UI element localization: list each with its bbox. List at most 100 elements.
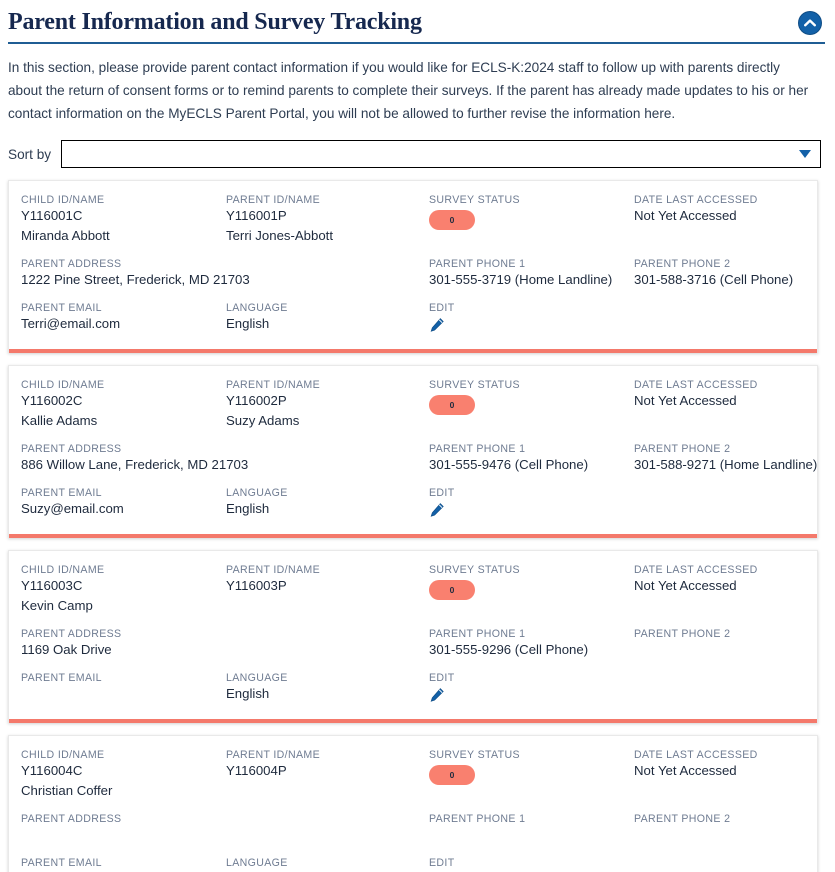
child-id-name-label: CHILD ID/NAME [21,379,105,391]
survey-status-label: SURVEY STATUS [429,379,520,391]
child-id-name-label: CHILD ID/NAME [21,749,105,761]
parent-phone-1-label: PARENT PHONE 1 [429,443,526,455]
language-field: LANGUAGE English [226,671,429,703]
card-accent-bar [9,534,817,538]
status-badge[interactable]: 0 [429,580,475,600]
parent-id-value: Y116001P [226,208,287,223]
date-last-accessed-value: Not Yet Accessed [634,208,737,223]
child-id-name-label: CHILD ID/NAME [21,194,105,206]
date-last-accessed-field: DATE LAST ACCESSED Not Yet Accessed [634,563,805,615]
parent-address-label: PARENT ADDRESS [21,813,122,825]
parent-phone-1-field: PARENT PHONE 1 [429,812,634,844]
card-row-email-language-edit: PARENT EMAIL Suzy@email.com LANGUAGE Eng… [9,486,817,518]
language-label: LANGUAGE [226,487,288,499]
card-row-address-phones: PARENT ADDRESS 886 Willow Lane, Frederic… [9,442,817,474]
card-row-identity: CHILD ID/NAME Y116004C Christian Coffer … [9,748,817,800]
parent-email-label: PARENT EMAIL [21,857,102,869]
date-last-accessed-field: DATE LAST ACCESSED Not Yet Accessed [634,193,805,245]
parent-phone-1-value: 301-555-9296 (Cell Phone) [429,642,589,657]
language-field: LANGUAGE English [226,486,429,518]
parent-phone-1-field: PARENT PHONE 1 301-555-9476 (Cell Phone) [429,442,634,474]
language-label: LANGUAGE [226,302,288,314]
parent-email-field: PARENT EMAIL Terri@email.com [21,301,226,333]
language-label: LANGUAGE [226,857,288,869]
child-name-value: Miranda Abbott [21,228,110,243]
pencil-icon[interactable] [429,317,445,333]
status-badge[interactable]: 0 [429,765,475,785]
child-id-name-field: CHILD ID/NAME Y116001C Miranda Abbott [21,193,226,245]
survey-status-label: SURVEY STATUS [429,749,520,761]
parent-phone-2-label: PARENT PHONE 2 [634,628,731,640]
child-id-name-label: CHILD ID/NAME [21,564,105,576]
date-last-accessed-value: Not Yet Accessed [634,393,737,408]
child-id-value: Y116004C [21,763,83,778]
address-spacer [226,442,429,474]
card-row-identity: CHILD ID/NAME Y116001C Miranda Abbott PA… [9,193,817,245]
parent-id-name-label: PARENT ID/NAME [226,564,320,576]
card-row-identity: CHILD ID/NAME Y116003C Kevin Camp PARENT… [9,563,817,615]
parent-phone-2-label: PARENT PHONE 2 [634,258,731,270]
parent-card: CHILD ID/NAME Y116002C Kallie Adams PARE… [8,365,818,538]
child-id-value: Y116001C [21,208,83,223]
parent-email-label: PARENT EMAIL [21,487,102,499]
parent-card: CHILD ID/NAME Y116004C Christian Coffer … [8,735,818,872]
language-field: LANGUAGE English [226,301,429,333]
parent-phone-1-label: PARENT PHONE 1 [429,258,526,270]
parent-address-field: PARENT ADDRESS 1169 Oak Drive [21,627,226,659]
sort-by-select[interactable] [61,140,821,168]
edit-spacer [634,856,805,872]
parent-address-value [21,826,218,844]
parent-phone-1-value: 301-555-9476 (Cell Phone) [429,457,589,472]
child-id-value: Y116002C [21,393,83,408]
parent-phone-2-field: PARENT PHONE 2 301-588-9271 (Home Landli… [634,442,825,474]
parent-email-label: PARENT EMAIL [21,672,102,684]
parent-id-value: Y116003P [226,578,287,593]
parent-id-name-field: PARENT ID/NAME Y116002P Suzy Adams [226,378,429,430]
survey-status-field: SURVEY STATUS 0 [429,563,634,615]
parent-email-value: Terri@email.com [21,316,121,331]
card-bottom-spacer [9,518,817,528]
child-id-name-field: CHILD ID/NAME Y116004C Christian Coffer [21,748,226,800]
status-badge[interactable]: 0 [429,210,475,230]
card-row-email-language-edit: PARENT EMAIL LANGUAGE English EDIT [9,671,817,703]
chevron-down-icon[interactable] [799,150,811,158]
parent-id-name-label: PARENT ID/NAME [226,194,320,206]
status-badge[interactable]: 0 [429,395,475,415]
parent-phone-1-field: PARENT PHONE 1 301-555-9296 (Cell Phone) [429,627,634,659]
address-spacer [226,257,429,289]
sort-by-label: Sort by [8,146,52,162]
parent-phone-2-label: PARENT PHONE 2 [634,443,731,455]
address-spacer [226,812,429,844]
child-id-name-field: CHILD ID/NAME Y116002C Kallie Adams [21,378,226,430]
parent-id-name-field: PARENT ID/NAME Y116001P Terri Jones-Abbo… [226,193,429,245]
edit-label: EDIT [429,857,455,869]
parent-address-label: PARENT ADDRESS [21,628,122,640]
language-value: English [226,316,270,331]
chevron-up-circle-icon[interactable] [799,12,821,34]
parent-name-value [226,782,421,800]
parent-phone-2-value: 301-588-9271 (Home Landline) [634,457,818,472]
parent-address-value: 1169 Oak Drive [21,642,112,657]
child-id-name-field: CHILD ID/NAME Y116003C Kevin Camp [21,563,226,615]
parent-phone-2-value: 301-588-3716 (Cell Phone) [634,272,794,287]
parent-phone-2-value [634,641,797,659]
edit-spacer [634,671,805,703]
address-spacer [226,627,429,659]
parent-phone-2-value [634,826,797,844]
parent-phone-1-label: PARENT PHONE 1 [429,628,526,640]
page-title: Parent Information and Survey Tracking [8,9,422,35]
parent-phone-1-field: PARENT PHONE 1 301-555-3719 (Home Landli… [429,257,634,289]
language-value: English [226,686,270,701]
sort-by-row: Sort by [0,125,835,168]
date-last-accessed-label: DATE LAST ACCESSED [634,194,758,206]
edit-field: EDIT [429,301,634,333]
pencil-icon[interactable] [429,502,445,518]
date-last-accessed-label: DATE LAST ACCESSED [634,749,758,761]
parent-id-value: Y116004P [226,763,287,778]
edit-field: EDIT [429,486,634,518]
pencil-icon[interactable] [429,687,445,703]
parent-phone-2-field: PARENT PHONE 2 [634,627,805,659]
parent-email-label: PARENT EMAIL [21,302,102,314]
parent-email-field: PARENT EMAIL [21,671,226,703]
card-row-address-phones: PARENT ADDRESS PARENT PHONE 1 PARENT PHO… [9,812,817,844]
